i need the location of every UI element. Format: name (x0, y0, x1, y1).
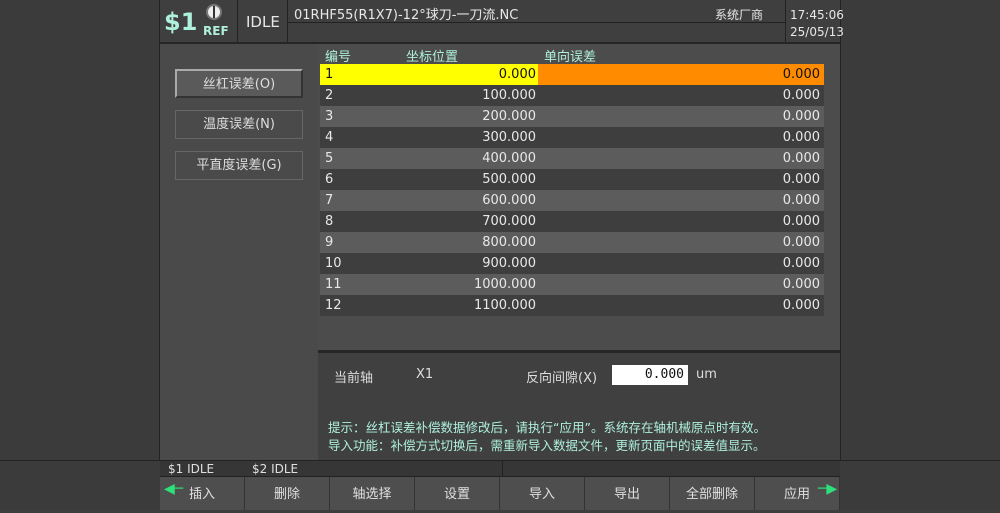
bottom-right-panel (840, 460, 1000, 510)
column-error: 单向误差 (544, 50, 597, 65)
leadscrew-error-button[interactable]: 丝杠误差(O) (175, 69, 303, 98)
row-error: 0.000 (782, 193, 820, 208)
vendor-label: 系统厂商 (714, 8, 763, 22)
row-id: 12 (325, 298, 342, 313)
status-bar: $1 IDLE $2 IDLE (160, 460, 840, 477)
row-id: 10 (325, 256, 342, 271)
softkey-2[interactable]: 删除 (245, 477, 330, 510)
backlash-label: 反向间隙(X) (526, 371, 598, 386)
softkey-3[interactable]: 轴选择 (330, 477, 415, 510)
table-row[interactable]: 11 1000.000 0.000 (320, 274, 824, 295)
row-id: 5 (325, 151, 334, 166)
table-row[interactable]: 5 400.000 0.000 (320, 148, 824, 169)
row-position: 0.000 (498, 67, 536, 82)
table-row[interactable]: 1 0.000 0.000 (320, 64, 824, 85)
row-position: 800.000 (482, 235, 536, 250)
table-row[interactable]: 3 200.000 0.000 (320, 106, 824, 127)
channel-number: $1 (164, 8, 198, 36)
info-panel: 当前轴 X1 反向间隙(X) 0.000 um 提示：丝杠误差补偿数据修改后，请… (318, 350, 840, 460)
row-id: 2 (325, 88, 334, 103)
row-id: 11 (325, 277, 342, 292)
row-error: 0.000 (782, 277, 820, 292)
arrow-right-icon[interactable]: ─▶ (818, 481, 838, 497)
channel2-status: $2 IDLE (252, 462, 299, 476)
backlash-input[interactable]: 0.000 (612, 365, 688, 385)
row-position: 100.000 (482, 88, 536, 103)
table-row[interactable]: 9 800.000 0.000 (320, 232, 824, 253)
ref-label: REF (203, 24, 229, 38)
row-error: 0.000 (782, 130, 820, 145)
program-info: 01RHF55(R1X7)-12°球刀-一刀流.NC 系统厂商 (288, 0, 786, 42)
table-row[interactable]: 6 500.000 0.000 (320, 169, 824, 190)
row-position: 1100.000 (473, 298, 536, 313)
row-error: 0.000 (782, 256, 820, 271)
date: 25/05/13 (790, 25, 844, 39)
error-table: 编号 坐标位置 单向误差 1 0.000 0.000 2 100.000 0.000 3 20… (318, 44, 840, 350)
row-position: 700.000 (482, 214, 536, 229)
clock: 17:45:06 25/05/13 (786, 0, 844, 42)
compensation-type-panel: 丝杠误差(O) 温度误差(N) 平直度误差(G) (160, 44, 318, 460)
row-error: 0.000 (782, 88, 820, 103)
table-row[interactable]: 7 600.000 0.000 (320, 190, 824, 211)
row-id: 9 (325, 235, 334, 250)
softkey-bar: 插入 删除 轴选择 设置 导入 导出 全部删除 应用 (160, 477, 840, 510)
table-row[interactable]: 12 1100.000 0.000 (320, 295, 824, 316)
bottom-left-panel (0, 460, 160, 510)
row-position: 600.000 (482, 193, 536, 208)
current-axis-value: X1 (416, 367, 434, 382)
row-position: 1000.000 (473, 277, 536, 292)
softkey-4[interactable]: 设置 (415, 477, 500, 510)
row-error: 0.000 (782, 67, 820, 82)
program-name: 01RHF55(R1X7)-12°球刀-一刀流.NC (294, 8, 519, 23)
row-error: 0.000 (782, 214, 820, 229)
row-position: 900.000 (482, 256, 536, 271)
softkey-7[interactable]: 全部删除 (670, 477, 755, 510)
row-error: 0.000 (782, 235, 820, 250)
time: 17:45:06 (790, 8, 844, 22)
left-panel (0, 0, 160, 460)
row-position: 400.000 (482, 151, 536, 166)
backlash-unit: um (696, 367, 717, 382)
row-position: 300.000 (482, 130, 536, 145)
row-error: 0.000 (782, 109, 820, 124)
softkey-5[interactable]: 导入 (500, 477, 585, 510)
row-error: 0.000 (782, 172, 820, 187)
row-error: 0.000 (782, 151, 820, 166)
temperature-error-button[interactable]: 温度误差(N) (175, 110, 303, 139)
flatness-error-button[interactable]: 平直度误差(G) (175, 151, 303, 180)
channel1-status: $1 IDLE (168, 462, 215, 476)
reference-icon (206, 4, 222, 20)
softkey-1[interactable]: 插入 (160, 477, 245, 510)
right-panel (840, 0, 1000, 460)
tip-line-2: 导入功能：补偿方式切换后，需重新导入数据文件，更新页面中的误差值显示。 (328, 438, 766, 453)
channel-indicator: $1 REF (160, 0, 238, 42)
row-error: 0.000 (782, 298, 820, 313)
row-position: 500.000 (482, 172, 536, 187)
row-id: 8 (325, 214, 334, 229)
row-id: 1 (325, 67, 334, 82)
row-id: 4 (325, 130, 334, 145)
row-id: 3 (325, 109, 334, 124)
row-id: 6 (325, 172, 334, 187)
table-row[interactable]: 2 100.000 0.000 (320, 85, 824, 106)
arrow-left-icon[interactable]: ◀─ (164, 481, 184, 497)
table-row[interactable]: 10 900.000 0.000 (320, 253, 824, 274)
header: $1 REF IDLE 01RHF55(R1X7)-12°球刀-一刀流.NC 系… (160, 0, 844, 44)
current-axis-label: 当前轴 (334, 371, 374, 386)
column-id: 编号 (325, 50, 352, 65)
machine-state: IDLE (238, 0, 288, 42)
table-header: 编号 坐标位置 单向误差 (320, 44, 824, 65)
row-id: 7 (325, 193, 334, 208)
softkey-6[interactable]: 导出 (585, 477, 670, 510)
row-position: 200.000 (482, 109, 536, 124)
table-row[interactable]: 4 300.000 0.000 (320, 127, 824, 148)
tip-line-1: 提示：丝杠误差补偿数据修改后，请执行“应用”。系统存在轴机械原点时有效。 (328, 420, 766, 435)
table-row[interactable]: 8 700.000 0.000 (320, 211, 824, 232)
column-position: 坐标位置 (406, 50, 459, 65)
softkey-8[interactable]: 应用 (755, 477, 840, 510)
